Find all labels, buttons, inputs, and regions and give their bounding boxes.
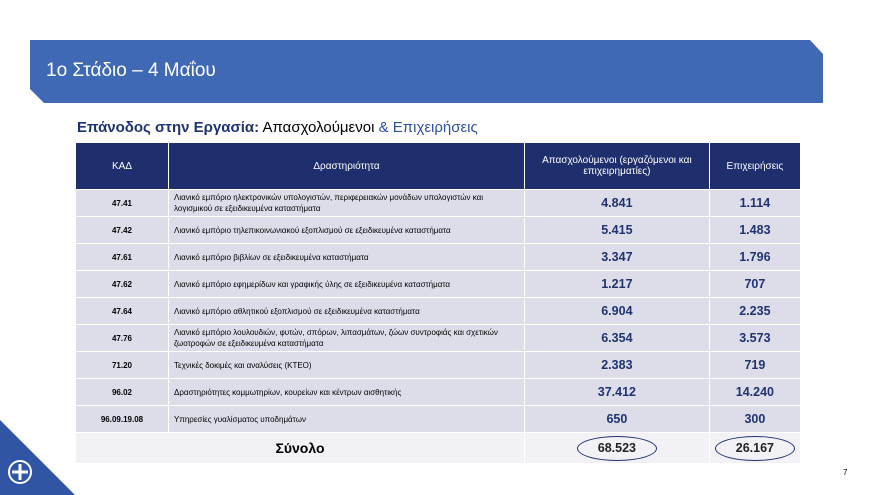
table-cell: Λιανικό εμπόριο εφημερίδων και γραφικής … <box>169 271 526 297</box>
table-cell: Λιανικό εμπόριο λουλουδιών, φυτών, σπόρω… <box>169 325 526 351</box>
table-cell: 47.61 <box>76 244 169 270</box>
table-cell: 47.64 <box>76 298 169 324</box>
page-number: 7 <box>843 468 848 477</box>
total-cell: 26.167 <box>709 433 801 463</box>
table-row: 96.02 Δραστηριότητες κομμωτηρίων, κουρείω… <box>76 379 801 405</box>
table-cell: 47.76 <box>76 325 169 351</box>
table-cell: 2.383 <box>525 352 710 378</box>
subtitle-part: & Επιχειρήσεις <box>378 119 478 136</box>
total-label: Σύνολο <box>76 433 526 463</box>
subtitle-bold: Επάνοδος στην Εργασία: <box>77 119 260 136</box>
table-cell: Δραστηριότητες κομμωτηρίων, κουρείων και… <box>169 379 526 405</box>
table-cell: Υπηρεσίες γυαλίσματος υποδημάτων <box>169 406 526 432</box>
table-cell: 47.41 <box>76 190 169 216</box>
table-row: 47.61 Λιανικό εμπόριο βιβλίων σε εξειδικε… <box>76 244 801 270</box>
table-cell: 1.114 <box>709 190 801 216</box>
table-cell: 47.62 <box>76 271 169 297</box>
subtitle: Επάνοδος στην Εργασία: Απασχολούμενοι & … <box>77 119 478 136</box>
table-row: 47.42 Λιανικό εμπόριο τηλεπικοινωνιακού ε… <box>76 217 801 243</box>
column-header: Δραστηριότητα <box>169 143 526 189</box>
table-cell: 37.412 <box>525 379 710 405</box>
table-row: 47.76 Λιανικό εμπόριο λουλουδιών, φυτών, … <box>76 325 801 351</box>
slide-title: 1ο Στάδιο – 4 Μαΐου <box>46 60 216 81</box>
table-cell: 47.42 <box>76 217 169 243</box>
table-cell: Λιανικό εμπόριο αθλητικού εξοπλισμού σε … <box>169 298 526 324</box>
total-cell: 68.523 <box>525 433 710 463</box>
table-cell: Λιανικό εμπόριο ηλεκτρονικών υπολογιστών… <box>169 190 526 216</box>
table-cell: 650 <box>525 406 710 432</box>
table-row: 71.20 Τεχνικές δοκιμές και αναλύσεις (ΚΤΕ… <box>76 352 801 378</box>
total-row: Σύνολο 68.523 26.167 <box>76 433 801 463</box>
table-row: 96.09.19.08 Υπηρεσίες γυαλίσματος υποδημά… <box>76 406 801 432</box>
table-cell: 6.904 <box>525 298 710 324</box>
table-row: 47.64 Λιανικό εμπόριο αθλητικού εξοπλισμο… <box>76 298 801 324</box>
subtitle-part: Απασχολούμενοι <box>262 119 375 136</box>
table-cell: 1.796 <box>709 244 801 270</box>
table-cell: 707 <box>709 271 801 297</box>
table-cell: 5.415 <box>525 217 710 243</box>
table-cell: 4.841 <box>525 190 710 216</box>
table-cell: 14.240 <box>709 379 801 405</box>
table-row: 47.62 Λιανικό εμπόριο εφημερίδων και γραφ… <box>76 271 801 297</box>
total-value: 68.523 <box>576 435 657 461</box>
table-cell: Λιανικό εμπόριο βιβλίων σε εξειδικευμένα… <box>169 244 526 270</box>
table-cell: 96.09.19.08 <box>76 406 169 432</box>
table-cell: 1.217 <box>525 271 710 297</box>
table-cell: 2.235 <box>709 298 801 324</box>
data-table: ΚΑΔ Δραστηριότητα Απασχολούμενοι (εργαζόμε… <box>76 142 801 464</box>
column-header: Απασχολούμενοι (εργαζόμενοι και επιχειρη… <box>525 143 710 189</box>
emblem <box>0 420 75 495</box>
table-cell: 96.02 <box>76 379 169 405</box>
table-cell: 719 <box>709 352 801 378</box>
header-band <box>30 40 823 103</box>
table-cell: 71.20 <box>76 352 169 378</box>
table-cell: 300 <box>709 406 801 432</box>
table-cell: 1.483 <box>709 217 801 243</box>
table-row: 47.41 Λιανικό εμπόριο ηλεκτρονικών υπολογ… <box>76 190 801 216</box>
table-cell: Λιανικό εμπόριο τηλεπικοινωνιακού εξοπλι… <box>169 217 526 243</box>
column-header: Επιχειρήσεις <box>709 143 801 189</box>
table-cell: 3.347 <box>525 244 710 270</box>
total-value: 26.167 <box>714 435 795 461</box>
table-cell: 6.354 <box>525 325 710 351</box>
table-cell: Τεχνικές δοκιμές και αναλύσεις (ΚΤΕΟ) <box>169 352 526 378</box>
table-cell: 3.573 <box>709 325 801 351</box>
column-header: ΚΑΔ <box>76 143 169 189</box>
